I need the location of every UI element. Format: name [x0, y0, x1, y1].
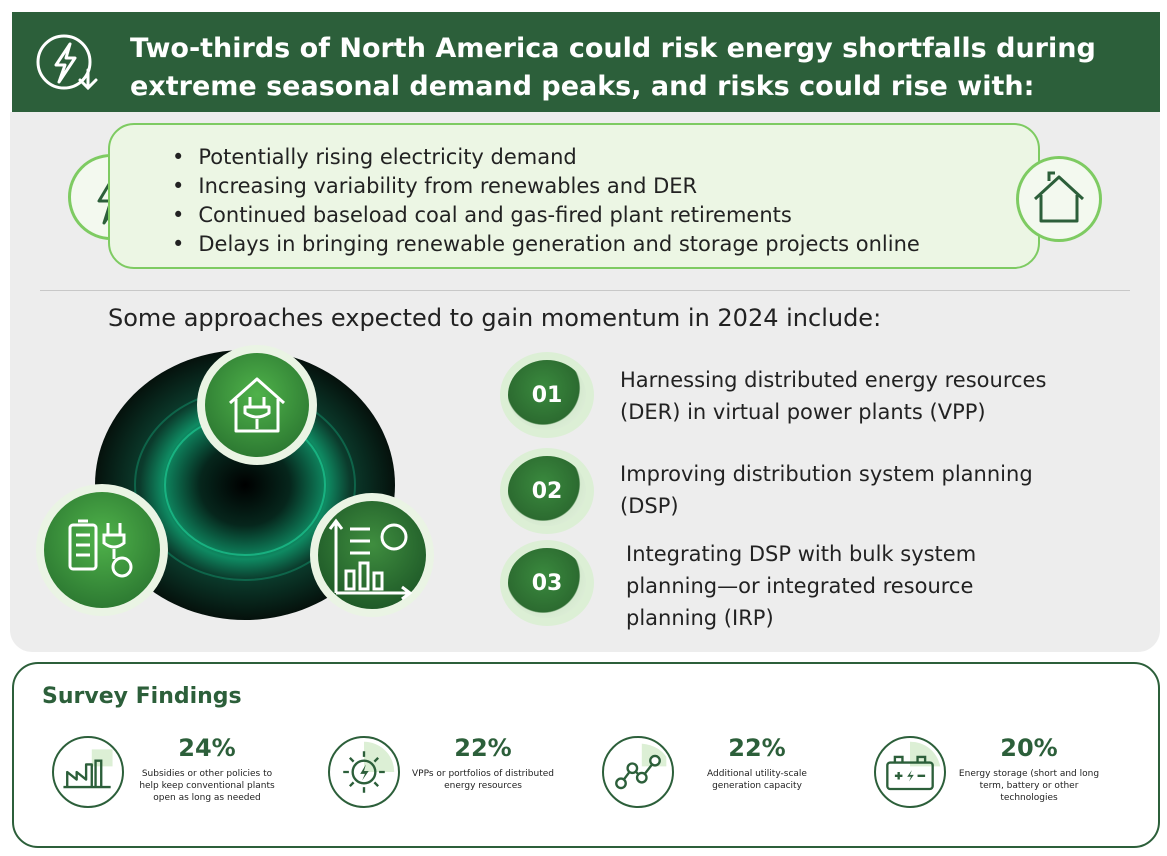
approach-line: planning—or integrated resource — [626, 574, 974, 598]
approach-number: 02 — [500, 448, 594, 534]
approach-line: Improving distribution system planning — [620, 462, 1033, 486]
finding-description: Subsidies or other policies to help keep… — [139, 769, 275, 803]
smart-home-circle — [197, 345, 317, 465]
finding-percent: 24% — [178, 734, 236, 762]
network-icon — [602, 736, 674, 808]
factory-icon — [52, 736, 124, 808]
sun-bolt-icon — [328, 736, 400, 808]
smart-home-icon — [229, 377, 285, 433]
header-banner: Two-thirds of North America could risk e… — [12, 12, 1160, 112]
power-plug-icon — [36, 34, 98, 91]
approach-line: Integrating DSP with bulk system — [626, 542, 977, 566]
finding-description: VPPs or portfolios of distributed energy… — [411, 769, 554, 791]
risk-list: Potentially rising electricity demand In… — [172, 143, 920, 259]
approach-line: (DSP) — [620, 494, 679, 518]
finding-percent: 22% — [728, 734, 786, 762]
house-icon — [1016, 156, 1102, 242]
divider — [40, 290, 1130, 291]
finding-item: 20% Energy storage (short and long term,… — [874, 734, 1144, 844]
approach-line: Harnessing distributed energy resources — [620, 368, 1047, 392]
finding-description: Energy storage (short and long term, bat… — [958, 769, 1100, 803]
finding-percent: 22% — [454, 734, 512, 762]
approach-line: (DER) in virtual power plants (VPP) — [620, 400, 986, 424]
battery-plug-circle — [36, 484, 168, 616]
finding-description: Additional utility-scale generation capa… — [707, 769, 807, 791]
approach-number: 03 — [500, 540, 594, 626]
finding-percent: 20% — [1000, 734, 1058, 762]
approach-line: planning (IRP) — [626, 606, 774, 630]
risk-item: Delays in bringing renewable generation … — [172, 230, 919, 259]
battery-icon — [874, 736, 946, 808]
finding-item: 24% Subsidies or other policies to help … — [52, 734, 322, 844]
chart-bolt-circle — [310, 493, 434, 617]
survey-findings: Survey Findings 24% Subsidies or other p… — [12, 662, 1160, 848]
risk-item: Potentially rising electricity demand — [172, 143, 920, 172]
approach-text: Harnessing distributed energy resources … — [620, 364, 1140, 428]
risk-item: Continued baseload coal and gas-fired pl… — [172, 201, 920, 230]
risk-box: Potentially rising electricity demand In… — [108, 123, 1040, 269]
approaches-heading: Some approaches expected to gain momentu… — [108, 304, 882, 332]
battery-plug-icon — [68, 519, 133, 578]
approaches-graphic — [36, 345, 434, 620]
finding-item: 22% Additional utility-scale generation … — [602, 734, 872, 844]
survey-title: Survey Findings — [42, 684, 242, 709]
finding-item: 22% VPPs or portfolios of distributed en… — [328, 734, 598, 844]
approach-text: Integrating DSP with bulk system plannin… — [626, 538, 1126, 634]
approach-number: 01 — [500, 352, 594, 438]
header-text: Two-thirds of North America could risk e… — [130, 33, 1096, 102]
risk-item: Increasing variability from renewables a… — [172, 172, 920, 201]
approach-text: Improving distribution system planning (… — [620, 458, 1140, 522]
chart-bolt-icon — [328, 518, 413, 601]
